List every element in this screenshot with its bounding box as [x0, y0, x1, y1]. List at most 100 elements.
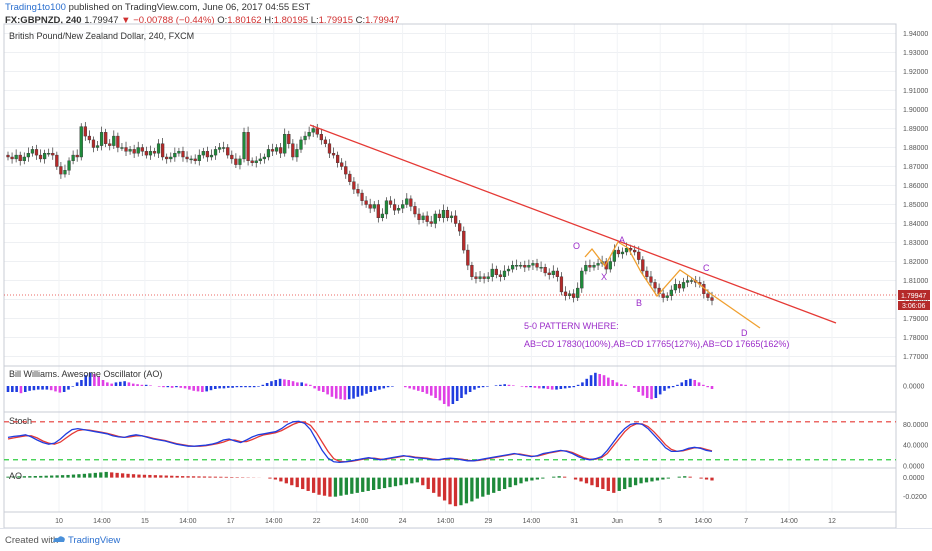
candle-body: [620, 251, 625, 255]
candle-body: [624, 247, 629, 253]
candle-body: [136, 147, 140, 154]
candle-body: [494, 268, 498, 276]
candle-body: [474, 276, 478, 279]
candle-body: [161, 143, 165, 158]
candle-body: [209, 154, 214, 158]
candle-body: [437, 213, 441, 218]
price-axis: 1.94000 1.93000 1.92000 1.91000 1.90000 1.890…: [903, 31, 928, 361]
pane-title-price: British Pound/New Zealand Dollar, 240, F…: [9, 31, 194, 41]
candle-body: [637, 251, 641, 260]
open-label: O:: [217, 15, 228, 26]
candle-body: [661, 293, 665, 298]
candle-body: [26, 152, 30, 158]
candle-body: [478, 276, 482, 279]
symbol-label: FX:GBPNZD, 240: [5, 15, 82, 26]
countdown-box: [898, 301, 930, 310]
candle-body: [152, 151, 157, 154]
candle-body: [319, 133, 323, 141]
candle-body: [523, 265, 527, 268]
candle-body: [104, 132, 108, 144]
price-tick-label: 1.94000: [903, 31, 928, 38]
footer: Created with TradingView: [0, 528, 932, 551]
candle-body: [181, 151, 185, 158]
price-tick-label: 1.91000: [903, 88, 928, 95]
candle-body: [506, 268, 511, 272]
candle-body: [177, 151, 181, 154]
time-tick-label: 29: [485, 518, 493, 525]
candle-body: [311, 128, 315, 133]
wave-label-a: A: [619, 235, 625, 245]
price-tick-label: 1.92000: [903, 69, 928, 76]
candle-body: [685, 280, 690, 283]
price-tick-label: 1.81000: [903, 278, 928, 285]
candle-body: [144, 151, 148, 156]
candle-body: [645, 270, 649, 277]
wave-label-d: D: [741, 328, 748, 338]
candles: [6, 122, 714, 306]
candle-body: [67, 160, 71, 171]
close-label: C:: [355, 15, 366, 26]
candle-body: [287, 133, 291, 144]
close-value: 1.79947: [365, 15, 400, 26]
grid-lines: [4, 24, 896, 512]
candle-body: [466, 249, 470, 266]
last-price: 1.79947: [84, 15, 119, 26]
candle-body: [99, 132, 104, 146]
candle-body: [372, 204, 376, 209]
chart-canvas[interactable]: British Pound/New Zealand Dollar, 240, F…: [0, 0, 932, 528]
stoch-tick-label: 80.0000: [903, 422, 928, 429]
ao-axis: 0.0000: [903, 384, 925, 391]
candle-body: [132, 149, 136, 154]
candle-body: [295, 149, 299, 158]
candle-body: [519, 265, 523, 267]
candle-body: [616, 249, 621, 255]
trendline[interactable]: [309, 124, 837, 324]
price-tick-label: 1.82000: [903, 259, 928, 266]
indicator-tick-label: 0.0000: [903, 475, 925, 482]
price-tick-label: 1.85000: [903, 202, 928, 209]
time-tick-label: 14:00: [265, 518, 283, 525]
candle-body: [584, 265, 588, 272]
candle-body: [527, 265, 531, 268]
candle-body: [307, 132, 311, 137]
candle-body: [445, 209, 450, 218]
candle-body: [315, 128, 319, 135]
candle-body: [112, 135, 116, 146]
candle-body: [531, 263, 535, 266]
pane-title-ao: Bill Williams. Awesome Oscillator (AO): [9, 369, 162, 379]
candle-body: [710, 297, 714, 301]
price-tag-box: [898, 290, 930, 300]
price-tick-label: 1.80000: [903, 297, 928, 304]
pattern-polyline[interactable]: [584, 241, 761, 329]
candle-body: [690, 280, 694, 282]
tradingview-brand[interactable]: TradingView: [68, 535, 121, 546]
candle-body: [83, 126, 87, 137]
candle-body: [197, 154, 201, 162]
change-value: −0.00788 (−0.44%): [133, 15, 215, 26]
candle-body: [588, 265, 592, 268]
candle-body: [482, 276, 486, 279]
price-pane: British Pound/New Zealand Dollar, 240, F…: [4, 31, 930, 361]
stoch-tick-label: 0.0000: [903, 464, 925, 471]
candle-body: [303, 135, 307, 141]
candle-body: [677, 284, 682, 289]
candle-body: [596, 263, 600, 266]
ac-bars: [6, 471, 714, 507]
wave-label-c: C: [703, 263, 710, 273]
candle-body: [59, 166, 63, 175]
low-label: L:: [310, 15, 319, 26]
stoch-tick-label: 40.0000: [903, 443, 928, 450]
candle-body: [128, 149, 132, 152]
price-tick-label: 1.90000: [903, 107, 928, 114]
time-tick-label: 15: [141, 518, 149, 525]
stoch-levels: [4, 421, 896, 461]
candle-body: [348, 173, 352, 182]
countdown-tag: 3:06:06: [902, 303, 925, 310]
time-tick-label: 24: [399, 518, 407, 525]
candle-body: [262, 156, 266, 160]
candle-body: [360, 192, 364, 201]
candle-body: [364, 200, 368, 205]
candle-body: [458, 223, 462, 232]
published-text: published on TradingView.com, June 06, 2…: [68, 2, 311, 13]
author-link[interactable]: Trading1to100: [5, 2, 66, 13]
